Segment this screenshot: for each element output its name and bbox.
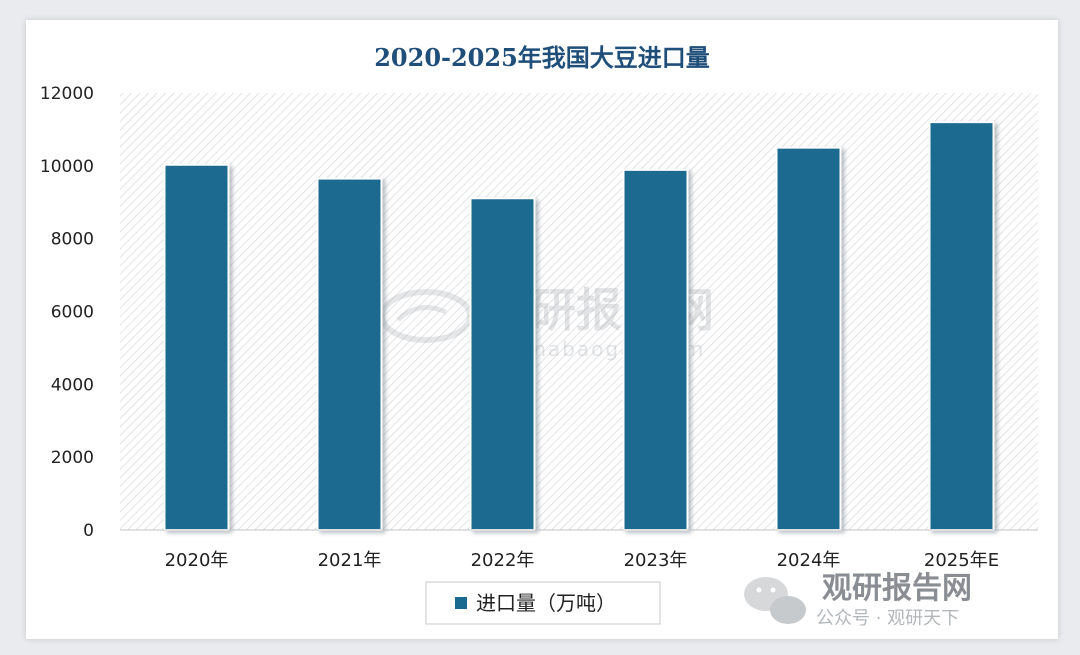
legend: 进口量（万吨）: [425, 581, 661, 625]
x-category-label: 2022年: [471, 550, 535, 571]
y-tick-label: 6000: [51, 303, 94, 323]
plot-area: [120, 93, 1038, 530]
y-tick-label: 8000: [51, 230, 94, 250]
y-tick-label: 2000: [51, 448, 94, 468]
wechat-icon: [744, 577, 806, 624]
corner-account: 公众号 · 观研天下: [816, 608, 959, 629]
x-category-label: 2025年E: [924, 550, 999, 571]
bar-0: [163, 163, 230, 531]
bar-2: [469, 197, 536, 531]
bar-1: [316, 177, 383, 531]
bar-4: [775, 146, 842, 531]
bar-3: [622, 168, 689, 531]
y-tick-label: 0: [83, 521, 94, 541]
y-tick-label: 12000: [40, 84, 94, 104]
x-category-label: 2020年: [165, 550, 229, 571]
bar-chart: 2020-2025年我国大豆进口量 观研报告网 chinabaogao.com …: [40, 43, 1038, 629]
x-category-label: 2021年: [318, 550, 382, 571]
y-tick-label: 4000: [51, 375, 94, 395]
legend-label: 进口量（万吨）: [476, 591, 616, 615]
y-tick-label: 10000: [40, 157, 94, 177]
legend-swatch: [455, 597, 467, 609]
chart-title: 2020-2025年我国大豆进口量: [374, 43, 710, 72]
corner-watermark: 观研报告网 公众号 · 观研天下: [744, 571, 972, 629]
corner-brand: 观研报告网: [822, 571, 972, 606]
chart-card: 2020-2025年我国大豆进口量 观研报告网 chinabaogao.com …: [26, 20, 1058, 639]
bar-5: [928, 121, 995, 531]
x-category-label: 2024年: [777, 550, 841, 571]
x-category-label: 2023年: [624, 550, 688, 571]
